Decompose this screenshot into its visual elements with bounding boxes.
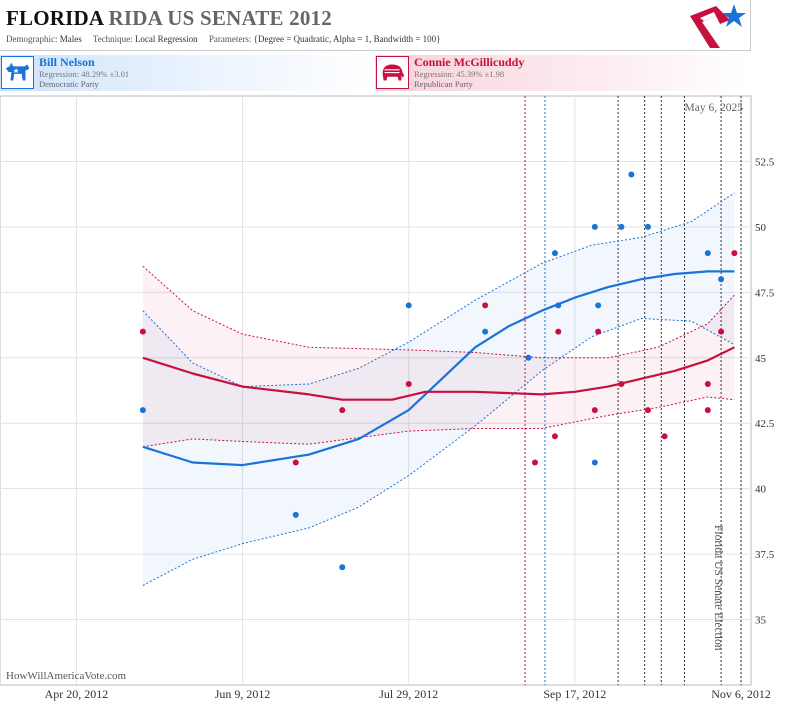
trend-line [142,270,735,467]
poll-point [595,302,602,309]
poll-point [704,407,711,414]
poll-point [731,250,738,257]
poll-point [618,380,625,387]
y-tick-label: 47.5 [755,287,775,299]
poll-point [532,459,539,466]
y-tick-label: 40 [755,484,767,496]
x-tick-label: Apr 20, 2012 [45,687,109,701]
grid [0,96,751,685]
poll-point [661,433,668,440]
poll-point [482,328,489,335]
technique-label: Technique: [92,34,133,44]
poll-point [591,407,598,414]
poll-point [644,223,651,230]
poll-point [525,354,532,361]
donkey-icon [1,56,34,89]
y-tick-label: 50 [755,222,767,234]
poll-point [139,407,146,414]
poll-point [339,407,346,414]
confidence-bands [142,192,735,586]
poll-point [551,433,558,440]
technique-value: Local Regression [134,34,198,44]
poll-point [595,328,602,335]
poll-point [292,511,299,518]
parameters-label: Parameters: [208,34,252,44]
lower-bound-line [142,396,735,448]
y-tick-label: 42.5 [755,418,775,430]
y-tick-label: 52.5 [755,156,775,168]
trend-line [142,346,735,401]
poll-point [704,380,711,387]
poll-point [139,328,146,335]
poll-point [718,328,725,335]
election-label: Florida US Senate Election [712,525,724,651]
y-tick-label: 45 [755,353,767,365]
poll-point [591,223,598,230]
header: FLORIDA RIDA US SENATE 2012 Demographic:… [0,0,751,51]
elephant-icon [376,56,409,89]
poll-points [139,171,738,571]
demographic-label: Demographic: [6,34,58,44]
poll-point [591,459,598,466]
site-logo-icon[interactable] [686,2,748,50]
poll-point [704,250,711,257]
watermark: HowWillAmericaVote.com [6,670,126,682]
title-rest: RIDA US SENATE 2012 [108,6,332,30]
x-tick-label: Sep 17, 2012 [543,687,606,701]
poll-point [555,302,562,309]
demographic-value: Males [59,34,82,44]
poll-point [339,564,346,571]
parameters-value: {Degree = Quadratic, Alpha = 1, Bandwidt… [253,34,441,44]
plot-area [0,95,752,686]
candidate-dem: Bill Nelson Regression: 48.29% ±3.01 Dem… [0,55,375,91]
confidence-band [142,266,735,447]
poll-point [618,223,625,230]
dem-party: Democratic Party [39,79,99,89]
page-title: FLORIDA RIDA US SENATE 2012 [6,6,332,31]
poll-point [482,302,489,309]
poll-point [551,250,558,257]
poll-point [292,459,299,466]
dem-regression: Regression: 48.29% ±3.01 [39,69,130,79]
poll-point [644,407,651,414]
trend-lines [142,270,735,467]
confidence-band [142,192,735,586]
y-tick-label: 35 [755,615,767,627]
dem-candidate-name: Bill Nelson [39,55,95,69]
y-tick-label: 37.5 [755,549,775,561]
poll-point [405,380,412,387]
x-tick-label: Jun 9, 2012 [215,687,271,701]
upper-bound-line [142,192,735,388]
x-tick-label: Jul 29, 2012 [379,687,438,701]
rep-party: Republican Party [414,79,473,89]
poll-point [555,328,562,335]
chart-date: May 6, 2025 [685,102,744,114]
parameters-line: Demographic: Males Technique: Local Regr… [6,34,440,44]
lower-bound-line [142,317,735,586]
poll-point [718,276,725,283]
candidate-rep: Connie McGillicuddy Regression: 45.39% ±… [375,55,750,91]
y-axis: 35 37.5 40 42.5 45 47.5 50 52.5 [755,156,775,626]
title-state: FLORIDA [6,6,104,30]
x-axis: Apr 20, 2012 Jun 9, 2012 Jul 29, 2012 Sep 1… [45,687,771,701]
poll-point [628,171,635,178]
poll-point [405,302,412,309]
rep-regression: Regression: 45.39% ±1.98 [414,69,505,79]
x-tick-label: Nov 6, 2012 [711,687,771,701]
rep-candidate-name: Connie McGillicuddy [414,55,525,69]
